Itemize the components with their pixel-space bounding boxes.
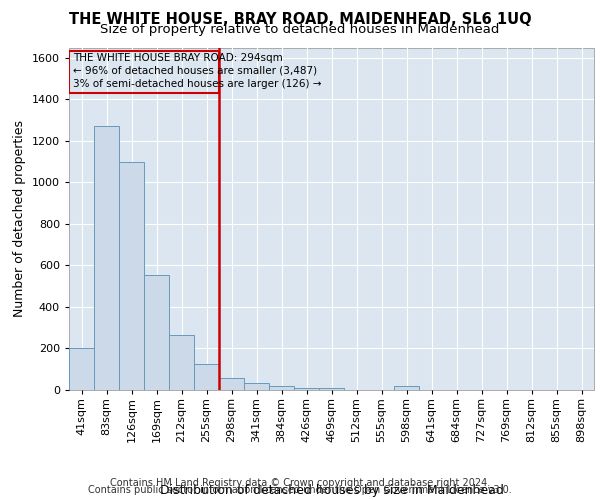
Bar	[244, 382, 269, 390]
Text: THE WHITE HOUSE BRAY ROAD: 294sqm
← 96% of detached houses are smaller (3,487)
3: THE WHITE HOUSE BRAY ROAD: 294sqm ← 96% …	[73, 52, 321, 89]
X-axis label: Distribution of detached houses by size in Maidenhead: Distribution of detached houses by size …	[160, 484, 503, 496]
Bar	[119, 162, 144, 390]
Bar	[69, 348, 94, 390]
Text: Contains public sector information licensed under the Open Government Licence v3: Contains public sector information licen…	[88, 485, 512, 495]
Text: Contains HM Land Registry data © Crown copyright and database right 2024.: Contains HM Land Registry data © Crown c…	[110, 478, 490, 488]
Bar	[144, 275, 169, 390]
Bar	[69, 50, 219, 93]
Y-axis label: Number of detached properties: Number of detached properties	[13, 120, 26, 318]
Bar	[394, 386, 419, 390]
Text: Size of property relative to detached houses in Maidenhead: Size of property relative to detached ho…	[100, 22, 500, 36]
Bar	[169, 335, 194, 390]
Bar	[194, 364, 219, 390]
Text: THE WHITE HOUSE, BRAY ROAD, MAIDENHEAD, SL6 1UQ: THE WHITE HOUSE, BRAY ROAD, MAIDENHEAD, …	[68, 12, 532, 26]
Bar	[319, 388, 344, 390]
Bar	[219, 378, 244, 390]
Bar	[294, 388, 319, 390]
Bar	[269, 386, 294, 390]
Bar	[94, 126, 119, 390]
